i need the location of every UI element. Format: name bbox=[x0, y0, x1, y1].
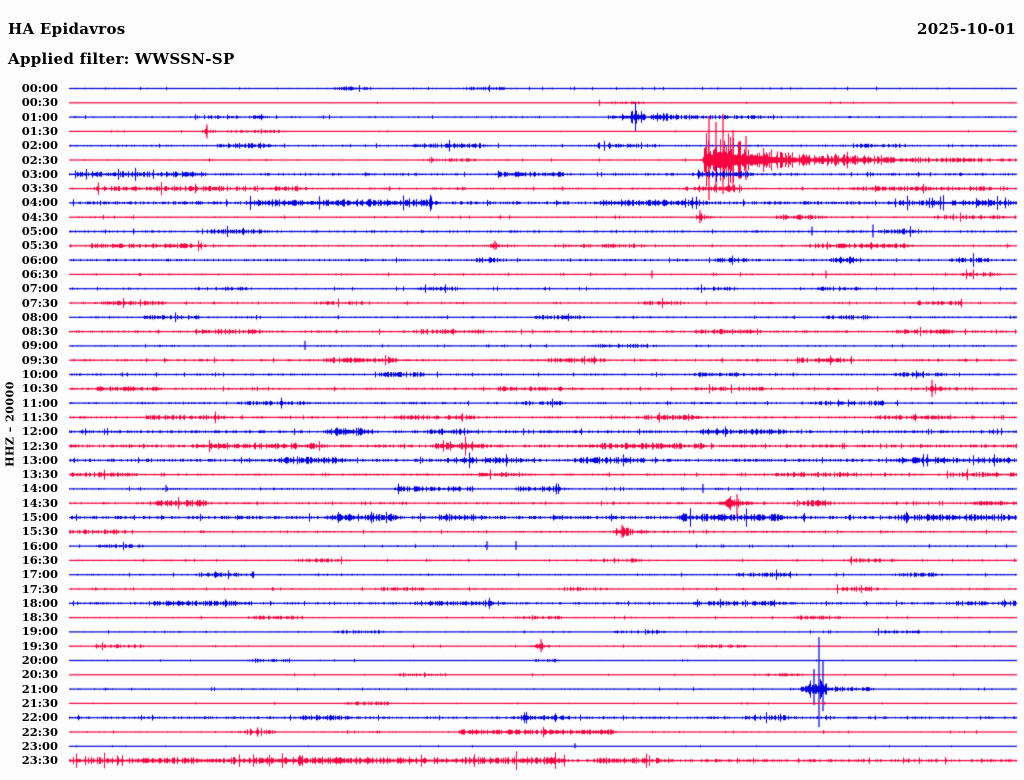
seismogram-traces bbox=[0, 0, 1024, 780]
